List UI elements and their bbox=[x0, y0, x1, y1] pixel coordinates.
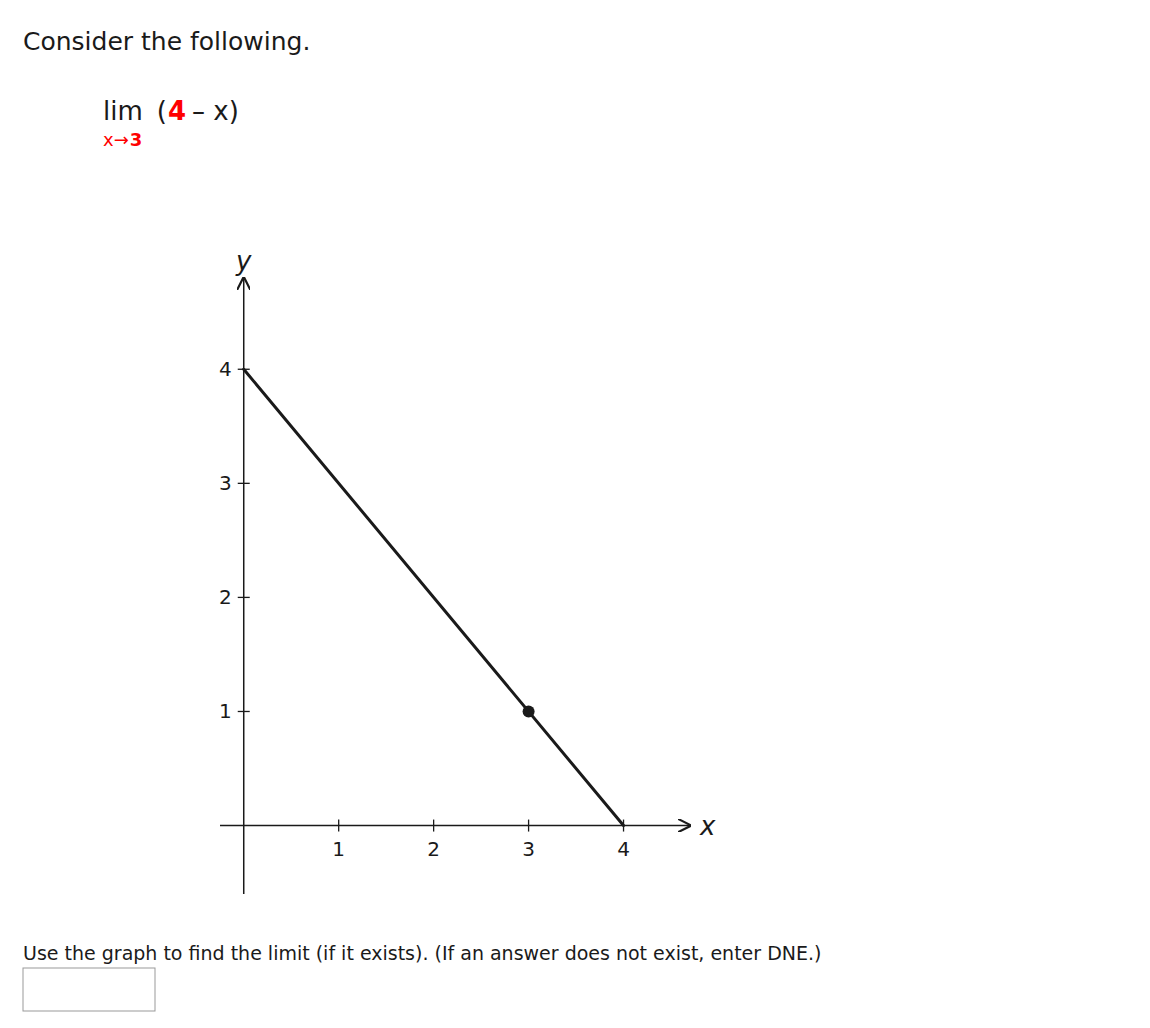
annotation: Use the graph to find the limit (if it e… bbox=[23, 942, 821, 964]
y-tick-label: 1 bbox=[219, 699, 232, 723]
annotation: ( bbox=[157, 96, 167, 126]
point bbox=[523, 705, 535, 717]
annotation: lim bbox=[103, 96, 143, 126]
chart: Consider the following.limx→3(4– x)Use t… bbox=[0, 0, 1150, 1028]
y-tick-label: 4 bbox=[219, 357, 232, 381]
y-axis-label: y bbox=[235, 246, 252, 276]
x-tick-label: 1 bbox=[332, 837, 345, 861]
y-tick bbox=[238, 597, 250, 598]
y-tick bbox=[238, 483, 250, 484]
x-tick bbox=[338, 820, 339, 832]
x-tick bbox=[433, 820, 434, 832]
x-axis bbox=[220, 825, 690, 827]
annotation: x→ bbox=[103, 129, 129, 150]
answer-box bbox=[23, 968, 155, 1011]
annotation: – x) bbox=[192, 96, 239, 126]
plot-marks bbox=[244, 369, 624, 825]
x-tick-label: 4 bbox=[617, 837, 630, 861]
annotation: 4 bbox=[168, 96, 186, 126]
line bbox=[244, 369, 624, 825]
annotation: 3 bbox=[130, 129, 143, 150]
title: Consider the following. bbox=[23, 27, 310, 56]
y-tick-label: 3 bbox=[219, 471, 232, 495]
x-axis-label: x bbox=[699, 811, 716, 841]
y-tick bbox=[238, 711, 250, 712]
x-tick-label: 3 bbox=[522, 837, 535, 861]
y-tick-label: 2 bbox=[219, 585, 232, 609]
x-tick bbox=[528, 820, 529, 832]
x-tick-label: 2 bbox=[427, 837, 440, 861]
